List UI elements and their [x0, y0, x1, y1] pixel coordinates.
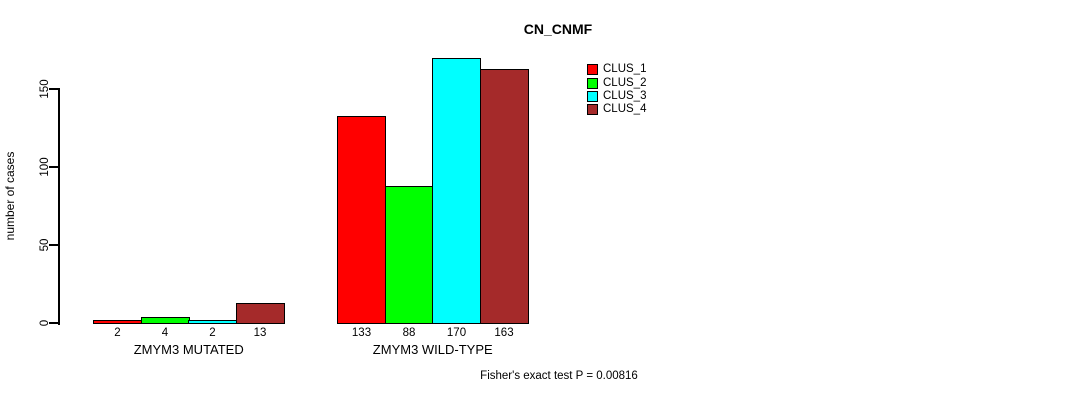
y-axis-tick	[49, 88, 58, 90]
bar-value-label: 163	[494, 327, 514, 339]
y-axis-tick	[49, 244, 58, 246]
y-axis-tick-label: 50	[39, 238, 51, 252]
legend-item: CLUS_4	[587, 103, 646, 116]
bar-clus_4-mutated	[235, 302, 285, 325]
bar-value-label: 2	[114, 327, 121, 339]
x-axis-group-label: ZMYM3 WILD-TYPE	[372, 342, 493, 357]
legend-item: CLUS_2	[587, 76, 646, 89]
y-axis-tick	[49, 166, 58, 168]
bar-value-label: 88	[402, 327, 416, 339]
bar-clus_3-mutated	[188, 319, 237, 325]
bar-clus_2-mutated	[140, 316, 190, 325]
legend-label: CLUS_3	[603, 89, 647, 102]
bar-clus_2-wild-type	[384, 185, 434, 325]
bar-value-label: 4	[161, 327, 169, 339]
legend-color-swatch	[587, 64, 598, 76]
bar-value-label: 13	[253, 327, 267, 339]
bar-value-label: 170	[446, 327, 467, 339]
y-axis-line	[57, 88, 60, 325]
legend-label: CLUS_2	[603, 76, 647, 89]
x-axis-group-label: ZMYM3 MUTATED	[133, 342, 244, 357]
legend-color-swatch	[587, 104, 598, 116]
chart-title: CN_CNMF	[523, 21, 593, 37]
bar-clus_4-wild-type	[479, 68, 529, 325]
legend-color-swatch	[587, 77, 598, 89]
y-axis-tick-label: 0	[39, 319, 51, 327]
annotation-text: Fisher's exact test P = 0.00816	[480, 370, 638, 382]
y-axis-tick-label: 150	[39, 79, 51, 99]
bar-clus_1-wild-type	[337, 115, 386, 325]
bar-value-label: 2	[209, 327, 216, 339]
y-axis-tick	[49, 322, 58, 324]
y-axis-label: number of cases	[3, 151, 17, 241]
legend-label: CLUS_1	[603, 63, 647, 76]
legend-color-swatch	[587, 90, 598, 102]
legend-item: CLUS_3	[587, 90, 646, 103]
legend-item: CLUS_1	[587, 63, 646, 76]
bar-value-label: 133	[351, 327, 372, 339]
legend: CLUS_1 CLUS_2 CLUS_3 CLUS_4	[587, 63, 646, 117]
legend-label: CLUS_4	[603, 103, 647, 116]
y-axis-tick-label: 100	[39, 157, 51, 177]
bar-clus_1-mutated	[93, 319, 142, 325]
bar-clus_3-wild-type	[432, 57, 481, 325]
